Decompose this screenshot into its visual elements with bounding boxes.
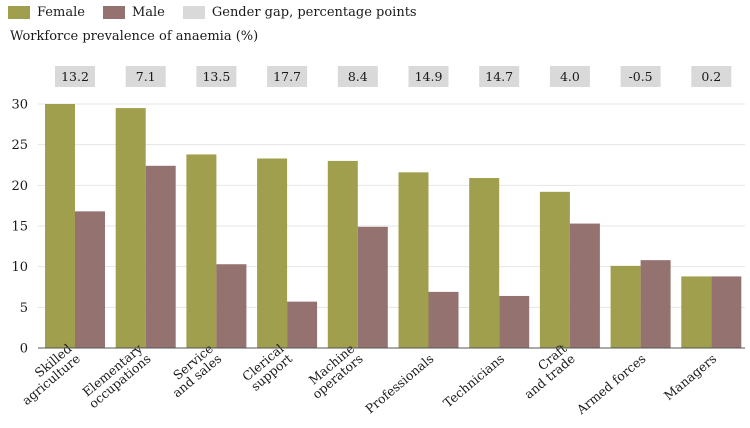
gap-label: 13.2 bbox=[61, 69, 89, 84]
gap-box bbox=[479, 66, 520, 87]
legend-item-gap: Gender gap, percentage points bbox=[182, 4, 417, 20]
x-tick-label-line: Armed forces bbox=[573, 351, 649, 418]
y-axis-title: Workforce prevalence of anaemia (%) bbox=[10, 29, 259, 44]
x-tick-label: Professionals bbox=[362, 351, 436, 417]
bar-male bbox=[711, 276, 742, 348]
x-tick-label: Serviceand sales bbox=[161, 341, 224, 400]
gap-label: -0.5 bbox=[629, 69, 653, 84]
bar-female bbox=[469, 178, 500, 348]
y-tick-label: 15 bbox=[11, 220, 28, 235]
x-tick-label: Elementaryoccupations bbox=[77, 340, 154, 411]
bar-female bbox=[610, 265, 641, 348]
y-tick-label: 25 bbox=[11, 138, 28, 153]
bar-male bbox=[499, 295, 530, 348]
bar-male bbox=[216, 264, 247, 348]
x-tick-label: Craftand trade bbox=[513, 341, 578, 402]
y-tick-label: 30 bbox=[11, 98, 28, 113]
legend-item-female: Female bbox=[8, 5, 85, 20]
x-tick-label: Clericalsupport bbox=[239, 341, 295, 394]
legend-swatch-male bbox=[102, 5, 125, 19]
gap-box bbox=[337, 66, 378, 87]
x-tick-label-line: Professionals bbox=[362, 351, 436, 417]
gap-label: 13.5 bbox=[202, 69, 230, 84]
gap-box bbox=[620, 66, 661, 87]
legend-label-male: Male bbox=[131, 4, 165, 20]
gap-label: 0.2 bbox=[701, 69, 721, 84]
x-tick-label: Armed forces bbox=[573, 351, 649, 418]
legend-swatch-female bbox=[8, 5, 30, 19]
gap-box bbox=[125, 66, 166, 87]
gap-box bbox=[267, 66, 308, 87]
bar-female bbox=[681, 276, 712, 348]
bar-male bbox=[640, 260, 671, 348]
y-tick-label: 0 bbox=[20, 342, 28, 357]
x-tick-label-line: Technicians bbox=[440, 351, 507, 411]
x-tick-label-line: Managers bbox=[661, 351, 719, 403]
legend-item-male: Male bbox=[102, 4, 165, 20]
bar-male bbox=[357, 226, 388, 348]
gap-label: 7.1 bbox=[136, 69, 156, 84]
gap-box bbox=[549, 66, 590, 87]
x-tick-label: Managers bbox=[661, 351, 719, 403]
gap-label: 17.7 bbox=[273, 69, 301, 84]
bar-female bbox=[115, 108, 146, 348]
bar-female bbox=[45, 104, 75, 348]
gap-box bbox=[408, 66, 449, 87]
gap-label: 14.7 bbox=[485, 69, 513, 84]
y-tick-label: 10 bbox=[11, 260, 28, 275]
bar-male bbox=[428, 291, 459, 348]
bar-female bbox=[257, 158, 288, 348]
bar-female bbox=[398, 172, 429, 348]
bar-male bbox=[75, 211, 105, 348]
gap-box bbox=[55, 66, 95, 87]
gap-label: 4.0 bbox=[560, 69, 580, 84]
legend: Female Male Gender gap, percentage point… bbox=[8, 2, 435, 22]
gap-label: 14.9 bbox=[415, 69, 443, 84]
bar-male bbox=[145, 165, 176, 348]
bar-female bbox=[539, 191, 570, 348]
bar-male bbox=[287, 301, 318, 348]
y-tick-label: 5 bbox=[20, 301, 28, 316]
gap-box bbox=[196, 66, 237, 87]
legend-label-female: Female bbox=[37, 4, 85, 20]
bar-male bbox=[569, 223, 600, 348]
legend-label-gap: Gender gap, percentage points bbox=[211, 4, 417, 20]
legend-swatch-gap bbox=[182, 5, 205, 19]
x-tick-label: Technicians bbox=[440, 351, 507, 411]
y-tick-label: 20 bbox=[11, 179, 28, 194]
x-tick-label: Machineoperators bbox=[301, 341, 366, 402]
bar-female bbox=[186, 154, 217, 348]
bar-female bbox=[327, 160, 358, 348]
gap-box bbox=[691, 66, 732, 87]
gap-label: 8.4 bbox=[348, 69, 368, 84]
